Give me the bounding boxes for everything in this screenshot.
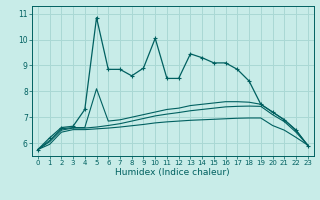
X-axis label: Humidex (Indice chaleur): Humidex (Indice chaleur) [116, 168, 230, 177]
